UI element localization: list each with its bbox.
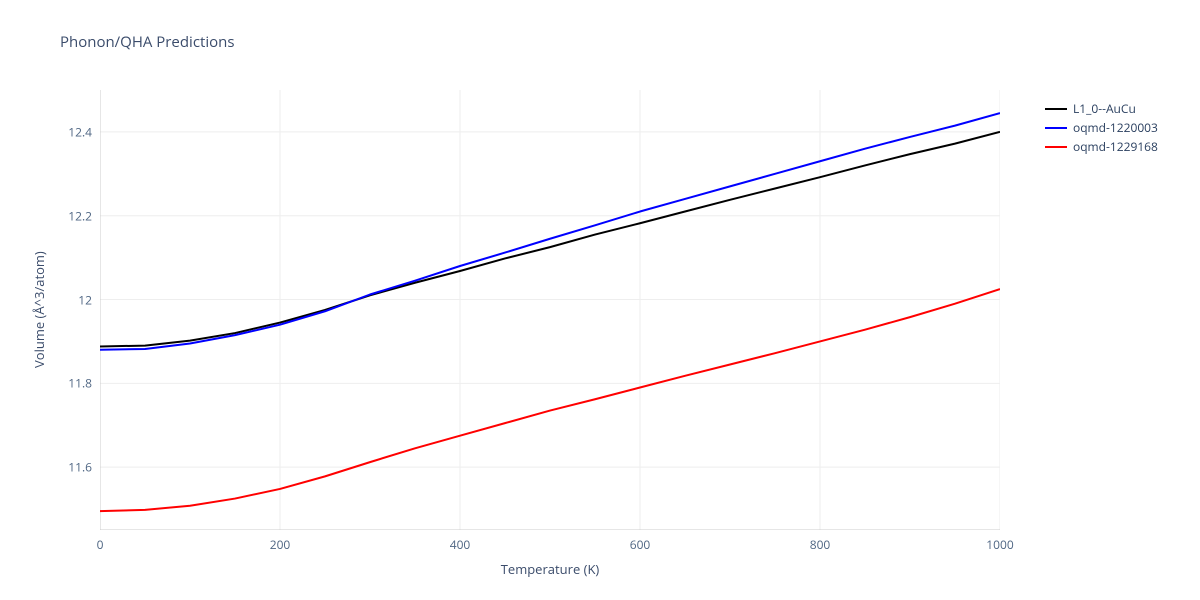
legend-label: L1_0--AuCu bbox=[1073, 100, 1136, 117]
series-line[interactable] bbox=[100, 113, 1000, 350]
legend-swatch bbox=[1045, 127, 1067, 129]
legend-swatch bbox=[1045, 108, 1067, 110]
y-tick-label: 11.6 bbox=[52, 459, 92, 476]
legend-label: oqmd-1220003 bbox=[1073, 119, 1158, 136]
x-tick-label: 800 bbox=[810, 536, 831, 553]
x-tick-label: 400 bbox=[450, 536, 471, 553]
x-axis-label: Temperature (K) bbox=[100, 560, 1000, 578]
x-tick-label: 0 bbox=[97, 536, 104, 553]
y-tick-label: 12 bbox=[52, 291, 92, 308]
legend-item[interactable]: oqmd-1220003 bbox=[1045, 119, 1158, 136]
chart-container: Phonon/QHA Predictions Volume (Å^3/atom)… bbox=[0, 0, 1200, 600]
x-tick-label: 600 bbox=[630, 536, 651, 553]
data-series bbox=[100, 113, 1000, 511]
y-tick-label: 12.4 bbox=[52, 123, 92, 140]
y-tick-label: 12.2 bbox=[52, 207, 92, 224]
legend[interactable]: L1_0--AuCu oqmd-1220003 oqmd-1229168 bbox=[1045, 100, 1158, 157]
legend-item[interactable]: oqmd-1229168 bbox=[1045, 138, 1158, 155]
x-tick-label: 1000 bbox=[986, 536, 1013, 553]
y-axis-label: Volume (Å^3/atom) bbox=[30, 90, 50, 530]
axis-lines bbox=[100, 90, 1000, 530]
chart-title: Phonon/QHA Predictions bbox=[60, 32, 235, 52]
grid bbox=[100, 90, 1000, 530]
y-tick-label: 11.8 bbox=[52, 375, 92, 392]
x-tick-label: 200 bbox=[270, 536, 291, 553]
legend-label: oqmd-1229168 bbox=[1073, 138, 1158, 155]
legend-item[interactable]: L1_0--AuCu bbox=[1045, 100, 1158, 117]
legend-swatch bbox=[1045, 146, 1067, 148]
plot-area[interactable] bbox=[100, 90, 1000, 530]
series-line[interactable] bbox=[100, 289, 1000, 511]
